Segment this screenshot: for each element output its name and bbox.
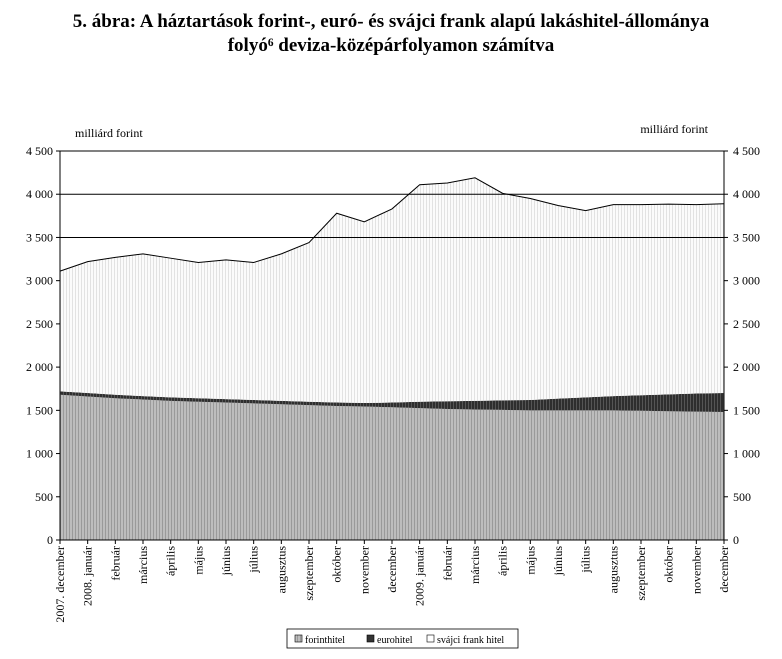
x-tick-label: 2007. december bbox=[53, 546, 67, 623]
x-tick-label: június bbox=[551, 546, 565, 577]
y-tick-label-right: 3 000 bbox=[733, 274, 760, 288]
x-tick-label: szeptember bbox=[302, 546, 316, 601]
x-tick-label: augusztus bbox=[274, 546, 288, 594]
x-tick-label: október bbox=[662, 546, 676, 583]
legend-swatch-eurohitel bbox=[366, 634, 375, 643]
legend-label-forinthitel: forinthitel bbox=[305, 635, 345, 646]
x-tick-label: március bbox=[136, 546, 150, 584]
x-tick-label: április bbox=[164, 546, 178, 576]
y-tick-label-right: 3 500 bbox=[733, 230, 760, 244]
y-tick-label-right: 500 bbox=[733, 490, 751, 504]
x-tick-label: augusztus bbox=[606, 546, 620, 594]
y-tick-label-left: 0 bbox=[47, 533, 53, 547]
x-tick-label: február bbox=[108, 546, 122, 581]
x-tick-label: április bbox=[496, 546, 510, 576]
y-tick-label-right: 2 500 bbox=[733, 317, 760, 331]
x-tick-label: december bbox=[385, 546, 399, 593]
y-tick-label-right: 4 000 bbox=[733, 187, 760, 201]
x-tick-label: szeptember bbox=[634, 546, 648, 601]
y-tick-label-left: 1 500 bbox=[26, 403, 53, 417]
y-tick-label-left: 1 000 bbox=[26, 447, 53, 461]
legend-label-svajci-frank-hitel: svájci frank hitel bbox=[437, 635, 504, 646]
y-tick-label-left: 2 500 bbox=[26, 317, 53, 331]
chart-title-line2: folyó⁶ deviza-középárfolyamon számítva bbox=[227, 35, 555, 56]
x-tick-label: október bbox=[330, 546, 344, 583]
x-tick-label: július bbox=[247, 546, 261, 574]
legend-swatch-svajci-frank-hitel bbox=[426, 634, 435, 643]
legend: forinthitel eurohitel svájci frank hitel bbox=[286, 628, 519, 649]
y-tick-label-right: 4 500 bbox=[733, 144, 760, 158]
legend-swatch-forinthitel bbox=[294, 634, 303, 643]
area-forinthitel bbox=[60, 394, 724, 540]
y-tick-label-right: 2 000 bbox=[733, 360, 760, 374]
area-svajci-frank-hitel bbox=[60, 177, 724, 403]
x-tick-label: 2008. január bbox=[81, 546, 95, 606]
y-tick-label-right: 1 500 bbox=[733, 403, 760, 417]
legend-box bbox=[286, 628, 519, 649]
area-total-outline bbox=[59, 177, 725, 272]
x-tick-label: március bbox=[468, 546, 482, 584]
legend-label-eurohitel: eurohitel bbox=[377, 635, 413, 646]
left-axis-unit-label: milliárd forint bbox=[75, 126, 143, 140]
x-tick-label: 2009. január bbox=[413, 546, 427, 606]
y-tick-label-left: 3 500 bbox=[26, 230, 53, 244]
y-tick-label-left: 4 500 bbox=[26, 144, 53, 158]
chart-title-line1: 5. ábra: A háztartások forint-, euró- és… bbox=[72, 11, 710, 32]
x-tick-label: november bbox=[689, 546, 703, 594]
y-tick-label-right: 0 bbox=[733, 533, 739, 547]
x-tick-label: május bbox=[523, 546, 537, 575]
right-axis-unit-label: milliárd forint bbox=[640, 122, 708, 136]
y-tick-label-right: 1 000 bbox=[733, 447, 760, 461]
y-tick-label-left: 2 000 bbox=[26, 360, 53, 374]
area-eurohitel bbox=[60, 391, 724, 413]
x-tick-label: február bbox=[440, 546, 454, 581]
y-tick-label-left: 3 000 bbox=[26, 274, 53, 288]
y-tick-label-left: 500 bbox=[35, 490, 53, 504]
x-tick-label: december bbox=[717, 546, 731, 593]
y-tick-label-left: 4 000 bbox=[26, 187, 53, 201]
x-tick-label: november bbox=[357, 546, 371, 594]
x-tick-label: június bbox=[219, 546, 233, 577]
x-tick-label: július bbox=[579, 546, 593, 574]
x-tick-label: május bbox=[191, 546, 205, 575]
